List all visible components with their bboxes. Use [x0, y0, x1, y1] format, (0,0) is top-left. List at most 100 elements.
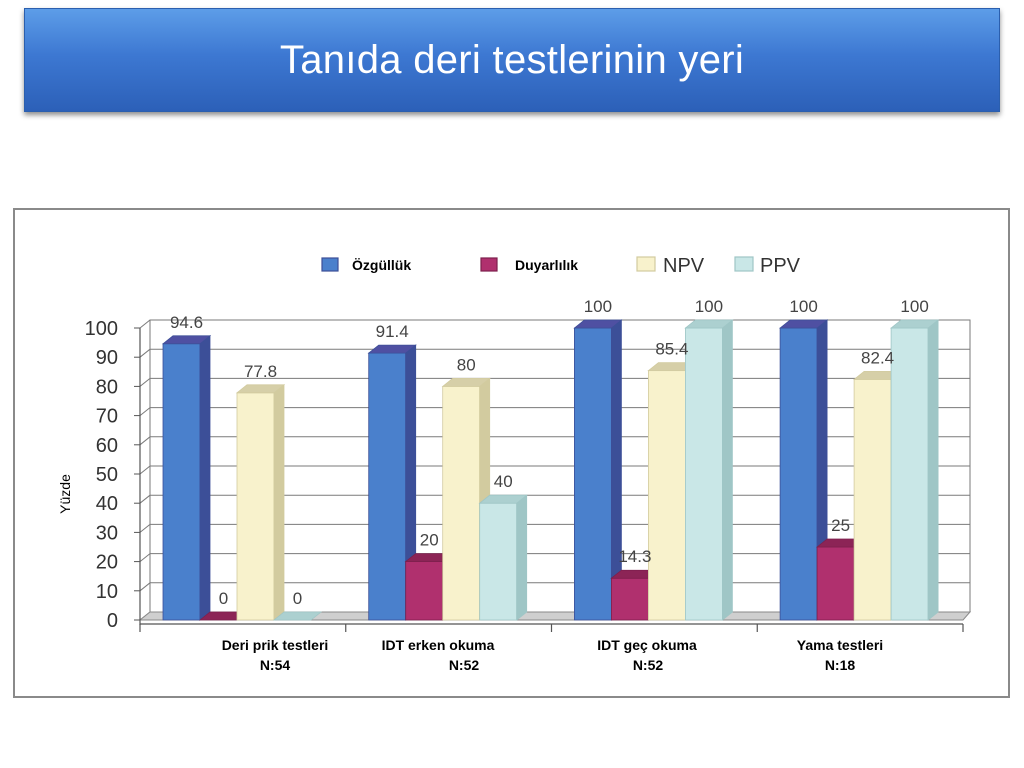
y-tick-label: 70 [96, 406, 118, 428]
bar-top-face [235, 384, 286, 394]
bar-side-face [199, 334, 211, 621]
legend-item-ppv: PPV [734, 255, 801, 277]
side-wall-gridline [139, 319, 151, 329]
bar-front-face [779, 327, 818, 621]
bar-ppv-4 [889, 319, 940, 621]
bar-top-face [272, 611, 323, 621]
bar-ozgulluk-2 [367, 344, 417, 621]
y-tick-label: 80 [96, 376, 118, 398]
y-tick-label: 30 [96, 522, 118, 544]
side-wall-gridline [139, 436, 151, 446]
category-label-4: Yama testleri N:18 [797, 637, 883, 673]
category-label-3: IDT geç okuma N:52 [597, 637, 697, 673]
legend-label: Duyarlılık [515, 257, 578, 273]
bar-ozgulluk-1 [161, 334, 212, 621]
legend-swatch [321, 257, 339, 272]
bar-front-face [853, 378, 892, 621]
y-tick-label: 40 [96, 493, 118, 515]
value-label-npv-4: 82.4 [861, 348, 894, 367]
slide-title-banner: Tanıda deri testlerinin yeri [24, 8, 1000, 112]
category-name: IDT geç okuma [597, 637, 697, 653]
value-label-ozgulluk-2: 91.4 [376, 322, 409, 341]
bar-side-face [722, 319, 733, 621]
legend-label: NPV [663, 255, 705, 277]
bar-side-face [516, 494, 528, 621]
bar-top-face [778, 319, 829, 329]
y-tick-labels: 0 10 20 30 40 50 60 70 80 90 100 [85, 318, 118, 632]
bar-front-face [574, 327, 612, 621]
category-sample-size: N:52 [633, 657, 664, 673]
y-axis-label: Yüzde [57, 474, 73, 514]
side-wall-gridline [139, 524, 151, 533]
category-sample-size: N:54 [260, 657, 291, 673]
value-label-ppv-1: 0 [293, 589, 302, 608]
side-wall-gridline [139, 348, 151, 358]
bar-ppv-1 [272, 611, 323, 621]
legend: Özgüllük Duyarlılık NPV PPV [321, 255, 801, 277]
bar-side-face [927, 319, 939, 621]
category-name: Yama testleri [797, 637, 883, 653]
category-sample-size: N:52 [449, 657, 480, 673]
bar-ppv-2 [478, 494, 528, 621]
legend-label: Özgüllük [352, 257, 411, 273]
y-tick-label: 90 [96, 347, 118, 369]
side-wall-gridline [139, 378, 151, 387]
legend-item-npv: NPV [636, 255, 705, 277]
bar-npv-1 [235, 383, 286, 621]
bar-top-face [573, 319, 623, 329]
value-label-npv-2: 80 [457, 355, 476, 374]
bar-duyarlilik-3 [610, 569, 660, 621]
value-label-ozgulluk-1: 94.6 [170, 313, 203, 332]
legend-swatch [734, 256, 754, 272]
y-tick-label: 10 [96, 581, 118, 603]
category-label-1: Deri prik testleri N:54 [222, 637, 329, 673]
value-label-npv-1: 77.8 [244, 362, 277, 381]
legend-item-ozgulluk: Özgüllük [321, 257, 411, 273]
value-label-duyarlilik-1: 0 [219, 589, 228, 608]
side-wall-gridline [139, 407, 151, 416]
category-label-2: IDT erken okuma N:52 [382, 637, 495, 673]
bar-top-face [478, 494, 528, 504]
bars [161, 319, 940, 621]
legend-item-duyarlilik: Duyarlılık [480, 257, 578, 273]
value-label-duyarlilik-2: 20 [420, 531, 439, 550]
y-tick-label: 0 [107, 610, 118, 632]
value-label-ppv-3: 100 [695, 297, 723, 316]
bar-side-face [273, 383, 285, 621]
category-sample-size: N:18 [825, 657, 856, 673]
value-label-npv-3: 85.4 [655, 340, 688, 359]
value-label-ppv-2: 40 [494, 472, 513, 491]
legend-swatch [480, 257, 498, 272]
bar-front-face [405, 561, 444, 621]
bar-ppv-3 [684, 319, 734, 621]
value-label-ppv-4: 100 [900, 297, 928, 316]
bar-front-face [479, 502, 518, 621]
category-labels: Deri prik testleri N:54 IDT erken okuma N:5… [222, 637, 884, 673]
bar-front-face [162, 343, 201, 621]
y-tick-label: 50 [96, 464, 118, 486]
bar-front-face [236, 392, 275, 621]
bar-top-face [889, 319, 940, 329]
bar-front-face [890, 327, 929, 621]
value-label-duyarlilik-4: 25 [831, 516, 850, 535]
legend-swatch [636, 256, 656, 272]
value-label-ozgulluk-4: 100 [789, 297, 817, 316]
side-wall-gridline [139, 553, 151, 562]
bar-front-face [611, 577, 649, 621]
bar-top-face [684, 319, 734, 329]
bar-front-face [816, 546, 855, 621]
side-wall-gridline [139, 465, 151, 475]
value-labels: 94.6 91.4 100 100 0 20 14.3 25 77.8 80 85.4 82.4 0 40… [170, 297, 929, 608]
bar-top-face [441, 377, 491, 387]
y-tick-label: 60 [96, 435, 118, 457]
bar-front-face [442, 385, 481, 621]
axes [134, 327, 964, 632]
side-wall-gridline [139, 582, 151, 592]
value-label-ozgulluk-3: 100 [584, 297, 612, 316]
bar-front-face [685, 327, 723, 621]
y-tick-label: 100 [85, 318, 118, 340]
category-name: IDT erken okuma [382, 637, 495, 653]
bar-top-face [367, 344, 417, 354]
y-tick-label: 20 [96, 552, 118, 574]
